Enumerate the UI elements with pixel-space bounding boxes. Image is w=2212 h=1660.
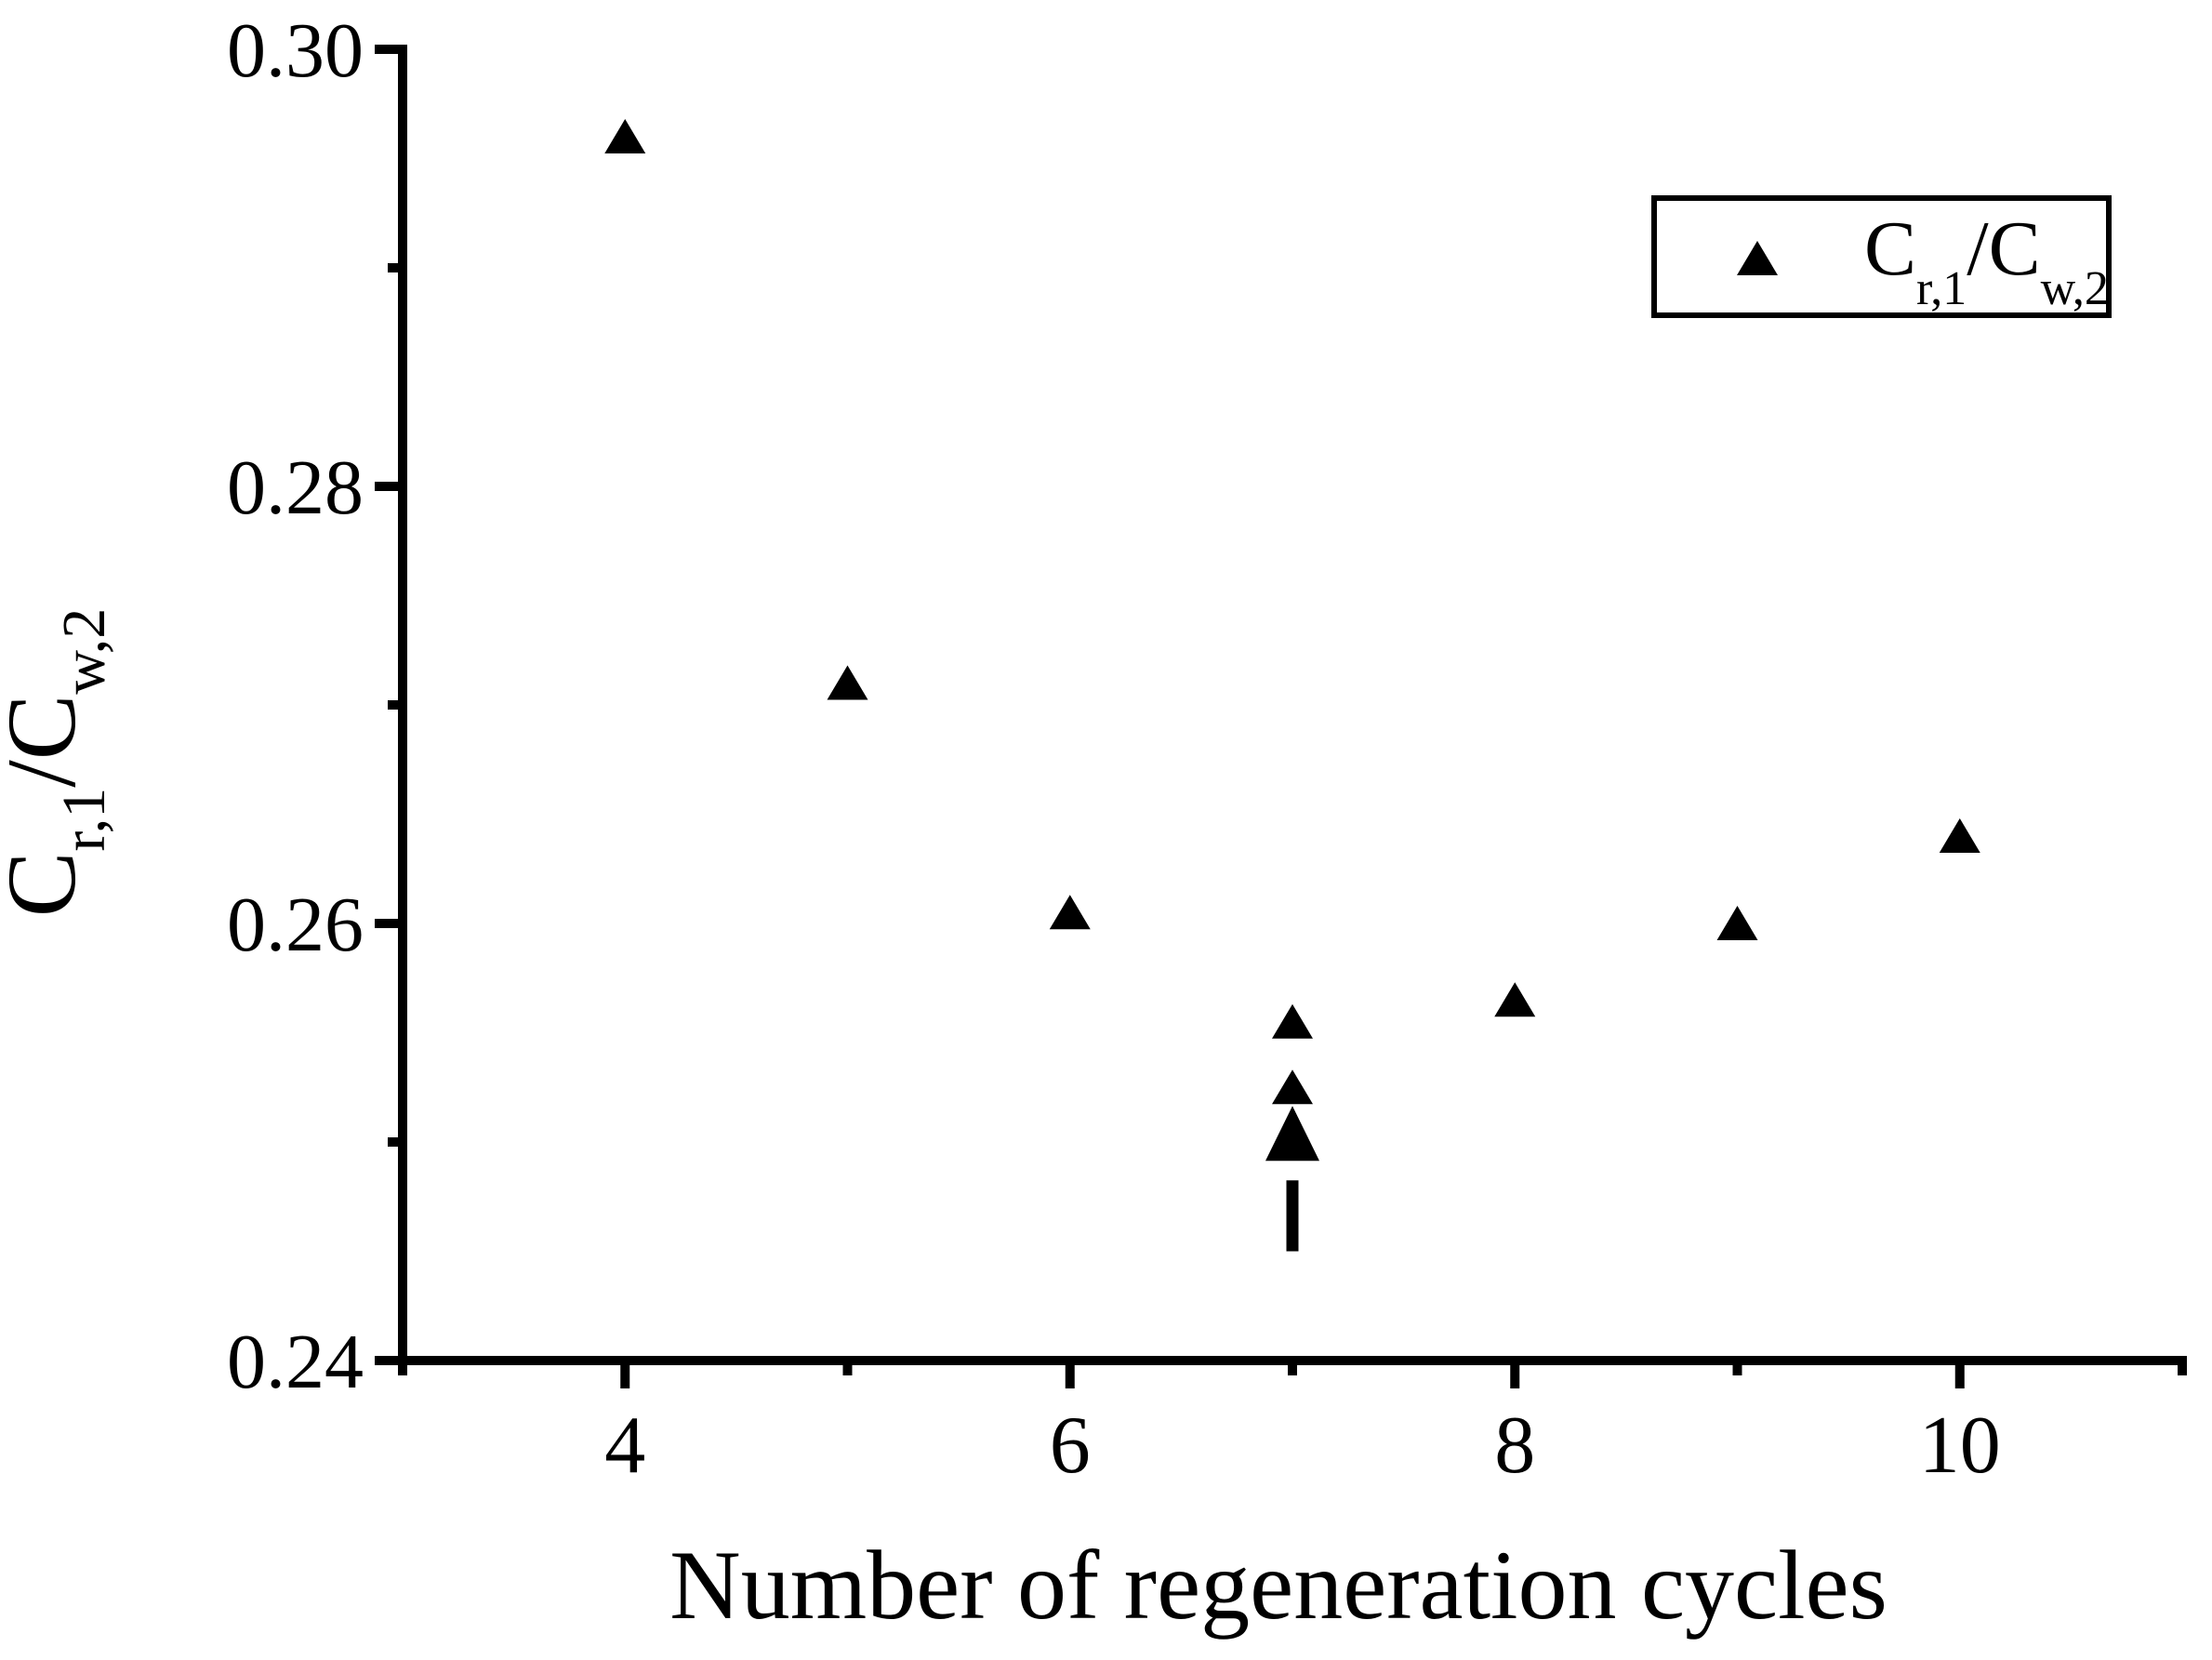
label-text: C (1864, 206, 1916, 292)
label-text: /C (0, 695, 96, 788)
y-tick-label: 0.30 (227, 7, 364, 94)
label-subscript: w,2 (2041, 262, 2109, 315)
legend-label: Cr,1/Cw,2 (1864, 206, 2109, 315)
data-point-marker (1494, 982, 1536, 1017)
legend-marker-icon (1737, 241, 1778, 275)
label-text: C (0, 852, 96, 918)
data-point-marker (1272, 1069, 1313, 1105)
legend-box (1651, 195, 2112, 318)
x-tick-label: 10 (1919, 1401, 2001, 1491)
label-subscript: w,2 (50, 608, 118, 695)
data-point-marker (1939, 818, 1980, 853)
data-point-marker (1272, 1003, 1313, 1039)
x-axis-title: Number of regeneration cycles (669, 1531, 1887, 1640)
data-point-marker (1716, 906, 1758, 940)
label-subscript: r,1 (50, 788, 118, 852)
y-tick-label: 0.26 (227, 882, 364, 968)
x-tick-label: 8 (1494, 1401, 1535, 1491)
y-axis-title: Cr,1/Cw,2 (0, 608, 118, 918)
y-tick-label: 0.28 (227, 445, 364, 531)
label-text: /C (1967, 206, 2040, 292)
x-tick-label: 6 (1050, 1401, 1091, 1491)
data-point-marker (1049, 895, 1091, 930)
data-point-marker (604, 119, 646, 153)
annotation-arrow-head (1265, 1106, 1319, 1162)
y-tick-label: 0.24 (227, 1319, 364, 1405)
data-point-marker (827, 665, 868, 700)
label-subscript: r,1 (1916, 262, 1967, 315)
x-tick-label: 4 (604, 1401, 645, 1491)
